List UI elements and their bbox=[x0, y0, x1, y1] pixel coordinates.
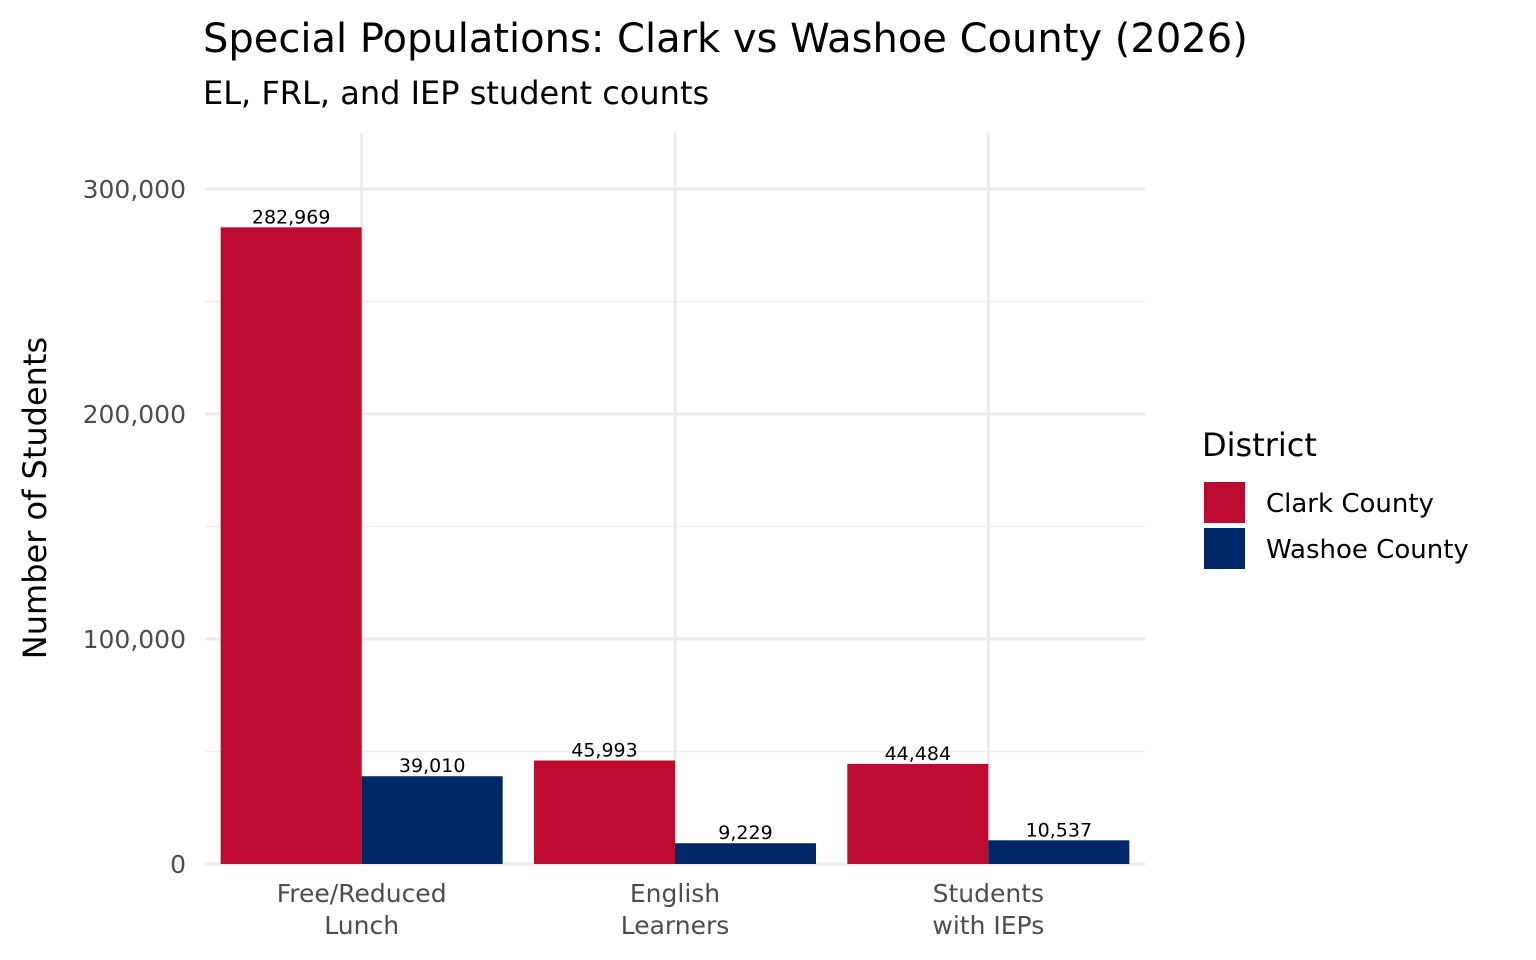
x-tick-label: English bbox=[630, 879, 720, 908]
data-label: 9,229 bbox=[718, 822, 772, 844]
x-tick-label: Free/Reduced bbox=[277, 879, 447, 908]
legend: District Clark County Washoe County bbox=[1202, 426, 1469, 569]
y-tick-label: 300,000 bbox=[83, 175, 186, 204]
bar-washoe-county bbox=[361, 776, 503, 864]
legend-label: Washoe County bbox=[1266, 535, 1469, 565]
legend-swatch bbox=[1204, 482, 1245, 523]
y-axis: 0 100,000 200,000 300,000 bbox=[83, 175, 186, 879]
x-tick-label: with IEPs bbox=[932, 911, 1044, 940]
x-tick-label: Students bbox=[933, 879, 1044, 908]
data-label: 39,010 bbox=[399, 755, 465, 777]
data-label: 44,484 bbox=[885, 743, 951, 765]
legend-label: Clark County bbox=[1266, 489, 1434, 519]
data-label: 45,993 bbox=[571, 740, 637, 762]
x-axis: Free/Reduced Lunch English Learners Students… bbox=[277, 879, 1044, 940]
y-tick-label: 0 bbox=[170, 850, 186, 879]
bar-washoe-county bbox=[988, 840, 1130, 864]
bar-clark-county bbox=[534, 760, 675, 864]
chart-title: Special Populations: Clark vs Washoe Cou… bbox=[203, 16, 1248, 62]
data-label: 10,537 bbox=[1026, 819, 1092, 841]
legend-title: District bbox=[1202, 426, 1317, 464]
y-tick-label: 100,000 bbox=[83, 625, 186, 654]
chart-subtitle: EL, FRL, and IEP student counts bbox=[203, 74, 709, 112]
bars bbox=[220, 227, 1130, 864]
y-axis-title: Number of Students bbox=[16, 337, 54, 659]
bar-washoe-county bbox=[675, 843, 816, 864]
bar-clark-county bbox=[847, 763, 989, 864]
legend-swatch bbox=[1204, 528, 1245, 569]
x-tick-label: Lunch bbox=[324, 911, 399, 940]
y-tick-label: 200,000 bbox=[83, 400, 186, 429]
bar-clark-county bbox=[220, 227, 362, 864]
x-tick-label: Learners bbox=[621, 911, 730, 940]
data-label: 282,969 bbox=[252, 206, 331, 228]
data-labels: 282,969 45,993 44,484 39,010 9,229 10,537 bbox=[252, 206, 1092, 844]
